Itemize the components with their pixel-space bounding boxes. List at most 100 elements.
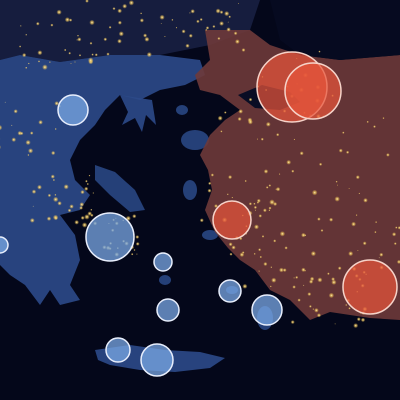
city-light [317,277,323,283]
city-light [393,242,397,246]
marker-thessaloniki[interactable] [57,94,89,126]
city-light [108,25,112,29]
city-light [275,187,281,192]
city-light [338,148,343,153]
city-light [254,224,259,230]
city-light [320,229,324,232]
city-light [386,153,390,157]
city-light [81,222,88,228]
city-light [54,193,57,196]
city-light [263,169,269,174]
city-light [265,186,269,189]
marker-athens[interactable] [85,212,135,262]
marker-antalya[interactable] [342,259,398,315]
marker-chania[interactable] [105,337,131,363]
city-light [355,214,358,217]
city-light [46,216,52,221]
city-light [276,133,280,137]
city-light [278,173,281,175]
city-light [238,109,243,114]
city-light [263,208,267,213]
city-light [346,150,350,154]
black-sea [270,0,400,60]
city-light [67,208,72,213]
city-light [118,31,124,37]
city-light [259,255,262,259]
city-light [49,61,51,63]
marker-cyclades-south[interactable] [156,298,180,322]
marker-izmir[interactable] [212,200,252,240]
city-light [25,139,31,146]
city-light [51,150,56,156]
city-light [239,252,245,257]
city-light [269,285,272,288]
city-light [122,3,128,9]
city-light [348,187,350,190]
city-light [379,252,384,257]
city-light [205,28,208,31]
city-light [78,54,82,57]
city-light [0,145,2,150]
city-light [89,19,95,26]
city-light [233,31,238,36]
city-light [53,196,59,203]
marker-rhodes[interactable] [251,294,283,326]
marker-kos[interactable] [218,279,242,303]
city-light [87,57,94,63]
city-light [235,39,240,44]
city-light [54,128,57,130]
marker-cyclades-north[interactable] [153,252,173,272]
city-light [378,257,380,259]
city-light [4,101,6,103]
balkans-landmass [0,0,260,62]
city-light [196,19,200,24]
city-light [279,231,286,237]
greece-markers [0,94,283,377]
city-light [91,53,94,56]
city-light [37,184,42,190]
city-light [117,38,122,44]
city-light [190,9,195,14]
city-light [331,279,337,285]
city-light [185,43,190,48]
marker-west-edge[interactable] [0,236,9,254]
city-light [37,60,41,63]
city-light [248,97,253,102]
city-light [56,9,62,15]
city-light [253,252,256,255]
city-light [47,193,52,198]
city-light [293,277,295,279]
city-lights [0,0,400,329]
city-light [20,131,24,136]
city-light [106,52,110,56]
city-light [0,124,3,131]
city-light [342,131,345,134]
city-light [237,2,239,4]
city-light [284,246,288,250]
city-light [228,175,233,180]
city-light [396,259,400,264]
city-light [175,26,178,29]
city-light [248,202,252,206]
city-light [32,205,34,207]
city-light [219,21,225,26]
marker-heraklion[interactable] [140,343,174,377]
city-light [253,202,256,205]
city-light [50,174,55,179]
city-light [254,209,257,211]
city-light [86,216,89,218]
city-light [241,48,246,52]
chalkidiki-peninsula [120,95,156,132]
city-light [373,125,376,128]
city-light [139,18,144,23]
city-light [69,204,74,209]
city-light [263,262,268,266]
city-light [36,21,40,26]
city-light [286,159,292,165]
city-light [54,216,58,220]
city-light [256,138,259,140]
city-light [392,232,397,237]
marker-istanbul-east[interactable] [284,62,342,120]
city-light [351,221,356,227]
